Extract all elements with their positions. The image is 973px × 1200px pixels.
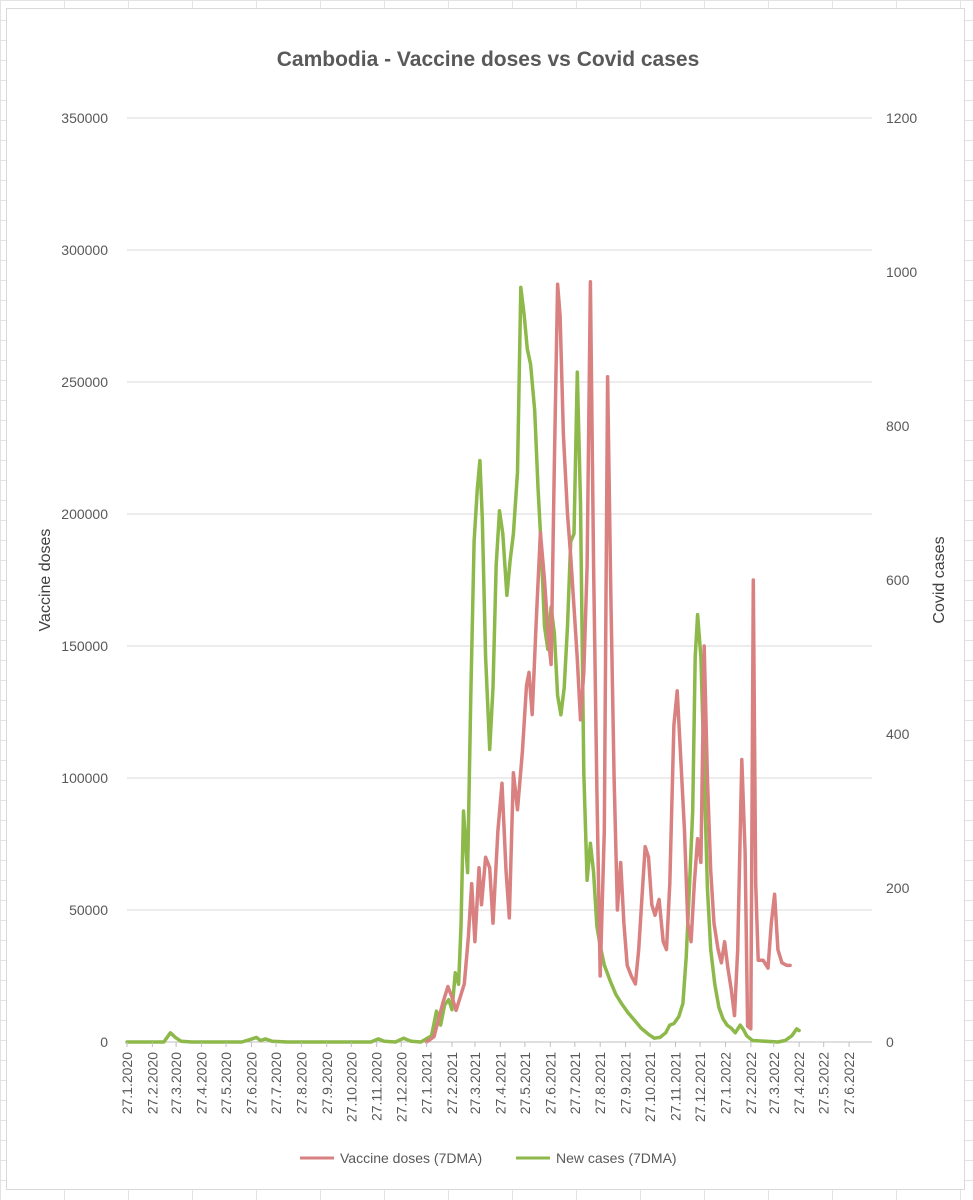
x-tick-label: 27.9.2020 bbox=[319, 1052, 335, 1114]
x-tick-label: 27.5.2022 bbox=[816, 1052, 832, 1114]
left-tick-label: 100000 bbox=[61, 770, 108, 786]
right-tick-label: 600 bbox=[886, 572, 910, 588]
x-tick-label: 27.4.2021 bbox=[492, 1052, 508, 1114]
left-tick-label: 150000 bbox=[61, 638, 108, 654]
x-axis-ticks: 27.1.2020 27.2.2020 27.3.2020 27.4.2020 27.5… bbox=[119, 1042, 857, 1122]
x-tick-label: 27.5.2020 bbox=[218, 1052, 234, 1114]
left-tick-label: 200000 bbox=[61, 506, 108, 522]
right-tick-label: 1000 bbox=[886, 264, 917, 280]
x-tick-label: 27.2.2021 bbox=[444, 1052, 460, 1114]
left-axis-title: Vaccine doses bbox=[37, 529, 54, 632]
x-tick-label: 27.2.2020 bbox=[144, 1052, 160, 1114]
legend-label-vaccine: Vaccine doses (7DMA) bbox=[340, 1150, 482, 1166]
x-tick-label: 27.10.2021 bbox=[642, 1052, 658, 1122]
x-tick-label: 27.7.2021 bbox=[567, 1052, 583, 1114]
left-axis-ticks: 0 50000 100000 150000 200000 250000 300000 3500… bbox=[61, 110, 108, 1050]
left-tick-label: 50000 bbox=[69, 902, 108, 918]
right-tick-label: 0 bbox=[886, 1034, 894, 1050]
x-tick-label: 27.5.2021 bbox=[517, 1052, 533, 1114]
x-tick-label: 27.9.2021 bbox=[618, 1052, 634, 1114]
right-axis-title: Covid cases bbox=[931, 536, 948, 623]
left-tick-label: 350000 bbox=[61, 110, 108, 126]
gridlines bbox=[127, 117, 872, 1043]
legend: Vaccine doses (7DMA) New cases (7DMA) bbox=[300, 1150, 677, 1166]
x-tick-label: 27.12.2020 bbox=[393, 1052, 409, 1122]
x-tick-label: 27.4.2020 bbox=[194, 1052, 210, 1114]
series-line-new-cases bbox=[125, 285, 801, 1044]
x-tick-label: 27.2.2022 bbox=[743, 1052, 759, 1114]
x-tick-label: 27.10.2020 bbox=[343, 1052, 359, 1122]
x-tick-label: 27.3.2020 bbox=[168, 1052, 184, 1114]
left-tick-label: 250000 bbox=[61, 374, 108, 390]
x-tick-label: 27.6.2022 bbox=[841, 1052, 857, 1114]
legend-label-cases: New cases (7DMA) bbox=[556, 1150, 677, 1166]
left-tick-label: 300000 bbox=[61, 242, 108, 258]
x-tick-label: 27.8.2021 bbox=[592, 1052, 608, 1114]
series-layer bbox=[125, 279, 801, 1044]
x-tick-label: 27.3.2022 bbox=[766, 1052, 782, 1114]
right-tick-label: 200 bbox=[886, 880, 910, 896]
x-tick-label: 27.1.2021 bbox=[419, 1052, 435, 1114]
x-tick-label: 27.7.2020 bbox=[268, 1052, 284, 1114]
right-tick-label: 400 bbox=[886, 726, 910, 742]
x-tick-label: 27.11.2020 bbox=[369, 1052, 385, 1121]
right-axis-ticks: 0 200 400 600 800 1000 1200 bbox=[886, 110, 917, 1050]
x-tick-label: 27.12.2021 bbox=[692, 1052, 708, 1122]
x-tick-label: 27.1.2022 bbox=[717, 1052, 733, 1114]
right-tick-label: 800 bbox=[886, 418, 910, 434]
chart-title: Cambodia - Vaccine doses vs Covid cases bbox=[277, 48, 700, 71]
x-tick-label: 27.6.2020 bbox=[243, 1052, 259, 1114]
x-tick-label: 27.11.2021 bbox=[668, 1052, 684, 1121]
x-tick-label: 27.1.2020 bbox=[119, 1052, 135, 1114]
series-line-vaccine-doses bbox=[424, 279, 792, 1044]
x-tick-label: 27.8.2020 bbox=[293, 1052, 309, 1114]
x-tick-label: 27.6.2021 bbox=[542, 1052, 558, 1114]
x-tick-label: 27.4.2022 bbox=[791, 1052, 807, 1114]
left-tick-label: 0 bbox=[100, 1034, 108, 1050]
right-tick-label: 1200 bbox=[886, 110, 917, 126]
x-tick-label: 27.3.2021 bbox=[467, 1052, 483, 1114]
